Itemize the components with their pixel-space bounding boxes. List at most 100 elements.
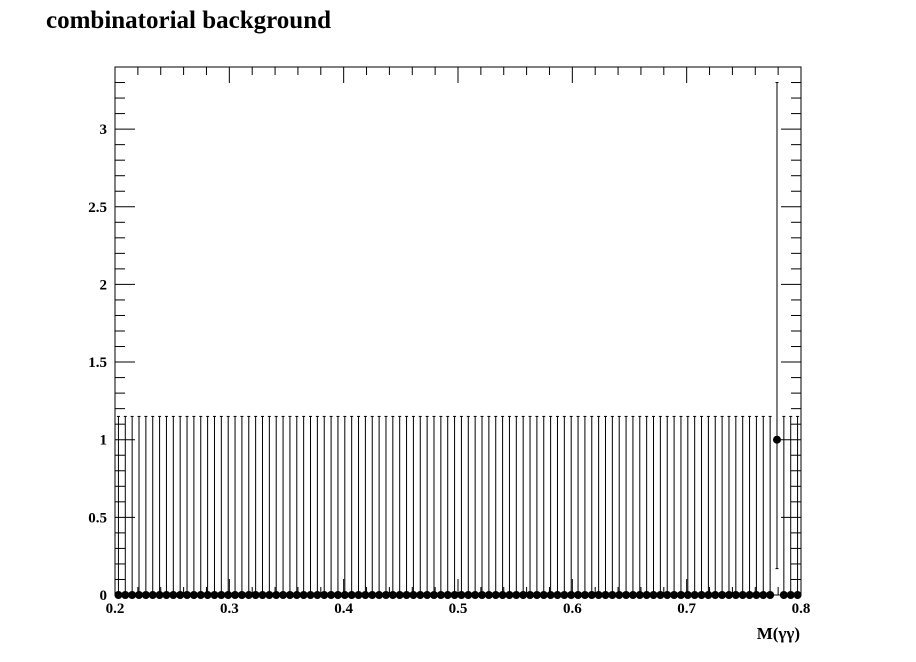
data-point — [793, 591, 802, 599]
data-point — [711, 591, 720, 599]
data-point — [141, 591, 150, 599]
data-point — [498, 591, 507, 599]
data-point — [464, 591, 473, 599]
data-point — [381, 591, 390, 599]
x-tick-label: 0.8 — [792, 601, 811, 617]
data-point — [395, 591, 404, 599]
data-point — [368, 591, 377, 599]
y-tick-label: 1 — [100, 433, 108, 449]
data-point — [772, 435, 781, 444]
y-tick-label: 0 — [100, 588, 108, 604]
data-point — [457, 591, 466, 599]
data-point — [423, 591, 432, 599]
data-point — [196, 591, 205, 599]
tick-labels: 0.2 0.3 0.4 0.5 0.6 0.7 0.8 0 0.5 1 1.5 2 2.5 3 — [88, 122, 810, 617]
data-point — [491, 591, 500, 599]
data-point — [354, 591, 363, 599]
data-point — [635, 591, 644, 599]
data-point — [622, 591, 631, 599]
data-point — [176, 591, 185, 599]
data-point — [697, 591, 706, 599]
data-point — [135, 591, 144, 599]
data-point — [519, 591, 528, 599]
x-tick-label: 0.2 — [106, 601, 125, 617]
data-point — [601, 591, 610, 599]
data-point — [718, 591, 727, 599]
data-point — [436, 591, 445, 599]
data-point — [306, 591, 315, 599]
x-tick-label: 0.7 — [677, 601, 696, 617]
data-point — [313, 591, 322, 599]
data-point — [738, 591, 747, 599]
data-point — [505, 591, 514, 599]
data-point — [567, 591, 576, 599]
data-point — [128, 591, 137, 599]
x-tick-label: 0.5 — [449, 601, 468, 617]
data-point — [663, 591, 672, 599]
data-point — [484, 591, 493, 599]
data-point — [416, 591, 425, 599]
data-point — [244, 591, 253, 599]
data-point — [539, 591, 548, 599]
data-point — [526, 591, 535, 599]
data-point — [704, 591, 713, 599]
data-point — [265, 591, 274, 599]
data-point — [553, 591, 562, 599]
y-tick-label: 2 — [100, 277, 108, 293]
x-tick-label: 0.4 — [334, 601, 353, 617]
chart-title: combinatorial background — [46, 7, 331, 34]
data-point — [402, 591, 411, 599]
data-point — [512, 591, 521, 599]
data-point — [333, 591, 342, 599]
data-point — [649, 591, 658, 599]
data-point — [443, 591, 452, 599]
data-point — [471, 591, 480, 599]
data-point — [231, 591, 240, 599]
data-point — [478, 591, 487, 599]
data-point — [155, 591, 164, 599]
data-point — [251, 591, 260, 599]
data-point — [786, 591, 795, 599]
data-point — [217, 591, 226, 599]
data-point — [224, 591, 233, 599]
data-point — [546, 591, 555, 599]
data-point — [683, 591, 692, 599]
error-bars — [116, 82, 800, 595]
data-point — [299, 591, 308, 599]
data-point — [656, 591, 665, 599]
plot-frame — [114, 66, 802, 596]
data-point — [292, 591, 301, 599]
data-point — [724, 591, 733, 599]
data-point — [409, 591, 418, 599]
data-point — [594, 591, 603, 599]
x-axis-label: M(γγ) — [757, 624, 800, 643]
data-point — [203, 591, 212, 599]
data-point — [210, 591, 219, 599]
data-point — [587, 591, 596, 599]
data-point — [340, 591, 349, 599]
data-point — [320, 591, 329, 599]
data-point — [237, 591, 246, 599]
data-point — [752, 591, 761, 599]
data-point — [628, 591, 637, 599]
data-point — [731, 591, 740, 599]
data-point — [676, 591, 685, 599]
data-point — [450, 591, 459, 599]
data-point — [285, 591, 294, 599]
data-point — [608, 591, 617, 599]
data-point — [169, 591, 178, 599]
data-point — [615, 591, 624, 599]
data-point — [148, 591, 157, 599]
data-point — [258, 591, 267, 599]
data-point — [162, 591, 171, 599]
axis-ticks — [114, 66, 802, 596]
data-point — [183, 591, 192, 599]
data-point — [114, 591, 123, 599]
data-point — [272, 591, 281, 599]
data-point — [670, 591, 679, 599]
data-point — [429, 591, 438, 599]
data-points — [114, 435, 802, 599]
data-point — [347, 591, 356, 599]
data-point — [121, 591, 130, 599]
